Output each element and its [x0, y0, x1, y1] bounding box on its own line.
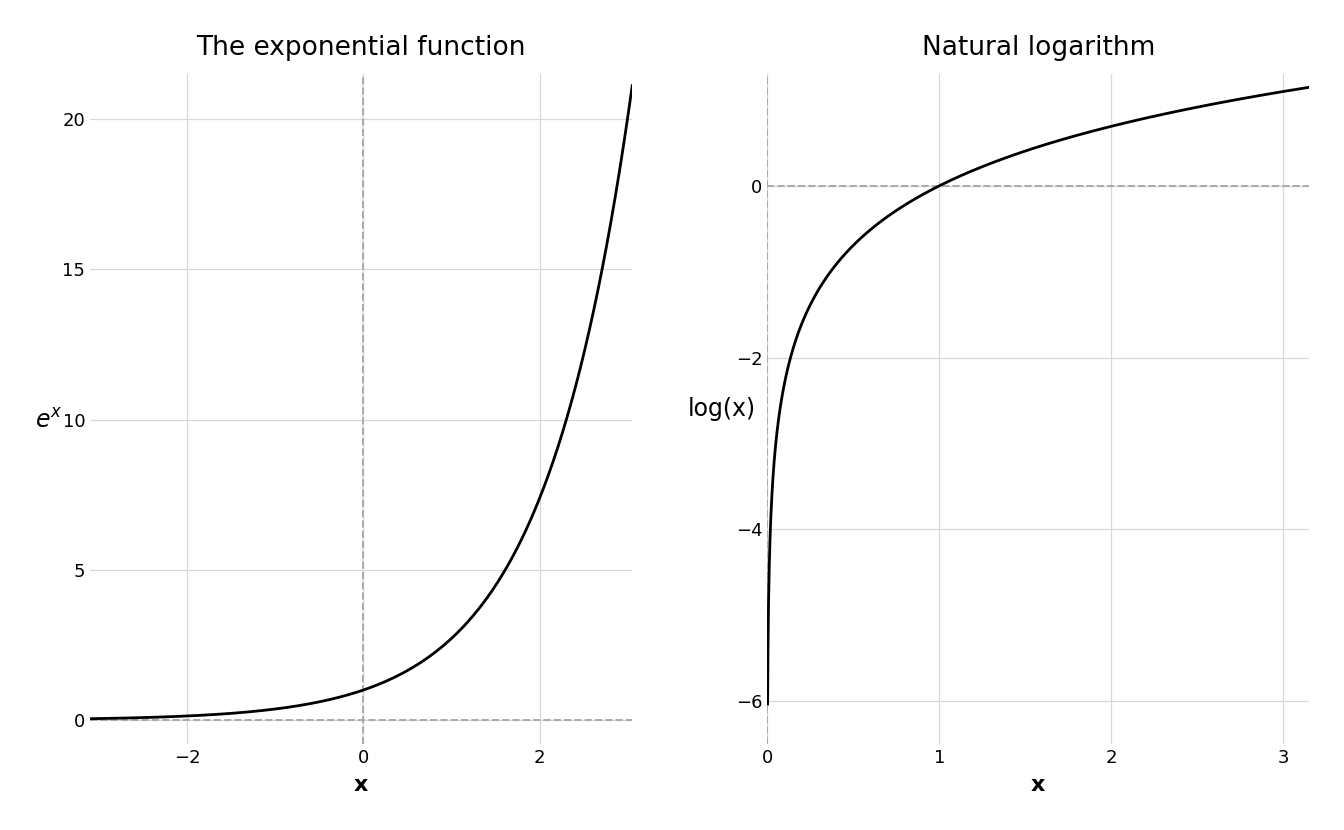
- Title: The exponential function: The exponential function: [196, 35, 526, 61]
- X-axis label: x: x: [353, 775, 368, 795]
- Y-axis label: log(x): log(x): [688, 397, 755, 421]
- Title: Natural logarithm: Natural logarithm: [922, 35, 1154, 61]
- X-axis label: x: x: [1031, 775, 1046, 795]
- Y-axis label: $e^x$: $e^x$: [35, 409, 62, 433]
